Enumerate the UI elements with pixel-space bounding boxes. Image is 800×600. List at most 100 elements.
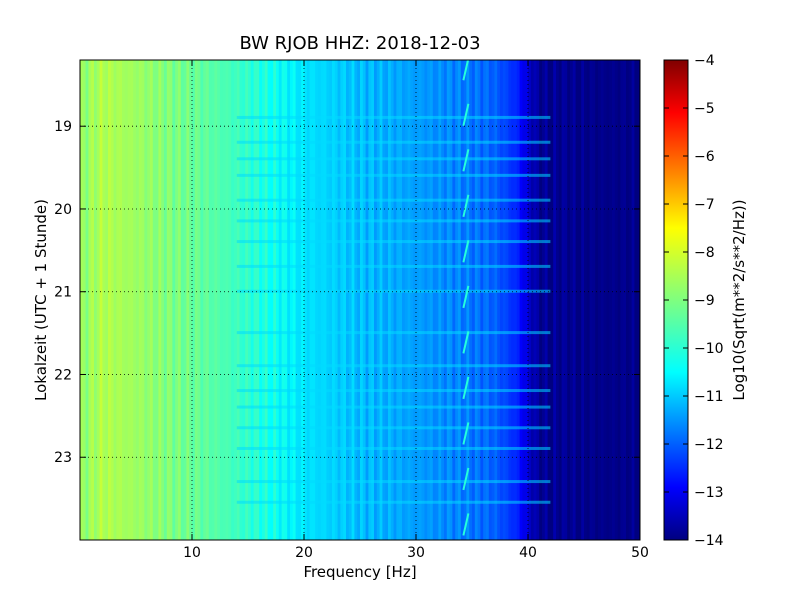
heat-column xyxy=(318,60,322,540)
heat-column xyxy=(446,60,451,540)
heat-column xyxy=(430,60,434,540)
heat-column xyxy=(175,60,179,540)
heat-column xyxy=(393,60,397,540)
event-stripe xyxy=(236,157,551,161)
heat-column xyxy=(592,60,596,540)
heat-column xyxy=(634,60,638,540)
heat-column xyxy=(340,60,344,540)
heat-column xyxy=(407,60,411,540)
heat-column xyxy=(183,60,187,540)
heat-column xyxy=(581,60,585,540)
heat-column xyxy=(301,60,305,540)
event-stripe xyxy=(236,115,551,119)
heat-column xyxy=(306,60,311,540)
heat-column xyxy=(186,60,190,540)
heat-column xyxy=(312,60,316,540)
heat-column xyxy=(374,60,378,540)
heat-column xyxy=(390,60,395,540)
narrowband-mark xyxy=(462,149,470,172)
heat-column xyxy=(354,60,358,540)
heat-column xyxy=(600,60,605,540)
event-stripe xyxy=(236,331,551,335)
heat-column xyxy=(284,60,288,540)
heat-column xyxy=(505,60,509,540)
event-stripe xyxy=(236,264,551,268)
heat-column xyxy=(427,60,431,540)
heat-column xyxy=(441,60,445,540)
heat-column xyxy=(486,60,490,540)
heat-column xyxy=(418,60,423,540)
heat-column xyxy=(225,60,229,540)
colorbar-tick-label: −10 xyxy=(694,341,724,357)
heat-column xyxy=(396,60,400,540)
heat-column xyxy=(413,60,417,540)
heat-column xyxy=(589,60,593,540)
heat-column xyxy=(250,60,255,540)
y-tick-label: 22 xyxy=(54,367,72,383)
plot-frame xyxy=(79,59,641,541)
heat-column xyxy=(256,60,260,540)
heat-column xyxy=(536,60,540,540)
y-tick-label: 23 xyxy=(54,450,72,466)
heat-column xyxy=(533,60,537,540)
heat-column xyxy=(438,60,442,540)
heat-column xyxy=(292,60,297,540)
heat-column xyxy=(96,60,101,540)
heat-column xyxy=(424,60,428,540)
heat-column xyxy=(105,60,109,540)
heat-column xyxy=(264,60,269,540)
heat-column xyxy=(102,60,106,540)
heat-column xyxy=(388,60,392,540)
heat-column xyxy=(449,60,453,540)
heat-column xyxy=(214,60,218,540)
heat-column xyxy=(631,60,635,540)
event-stripe xyxy=(236,364,551,368)
heat-column xyxy=(402,60,406,540)
heat-column xyxy=(410,60,414,540)
heat-column xyxy=(360,60,364,540)
heat-column xyxy=(567,60,571,540)
heat-column xyxy=(155,60,159,540)
heat-column xyxy=(617,60,621,540)
heat-column xyxy=(494,60,498,540)
heat-column xyxy=(365,60,369,540)
heat-column xyxy=(222,60,227,540)
heat-column xyxy=(88,60,92,540)
heat-column xyxy=(309,60,313,540)
heat-column xyxy=(598,60,602,540)
heat-column xyxy=(502,60,507,540)
heat-column xyxy=(623,60,627,540)
event-stripe xyxy=(236,140,551,144)
heat-column xyxy=(122,60,126,540)
narrowband-mark xyxy=(462,194,470,218)
x-tick-label: 20 xyxy=(295,545,313,561)
heat-column xyxy=(497,60,501,540)
narrowband-mark xyxy=(462,285,470,309)
event-stripe xyxy=(236,500,551,504)
heat-column xyxy=(326,60,330,540)
heat-column xyxy=(304,60,308,540)
y-tick-label: 19 xyxy=(54,119,72,135)
event-stripe xyxy=(236,389,551,393)
heat-column xyxy=(570,60,574,540)
heat-column xyxy=(172,60,176,540)
heat-column xyxy=(472,60,476,540)
heat-column xyxy=(334,60,339,540)
heat-column xyxy=(603,60,607,540)
heat-column xyxy=(421,60,425,540)
heat-column xyxy=(239,60,243,540)
heat-column xyxy=(228,60,232,540)
heat-column xyxy=(197,60,201,540)
heat-column xyxy=(371,60,375,540)
heat-column xyxy=(561,60,565,540)
y-tick-label: 21 xyxy=(54,285,72,301)
heat-column xyxy=(346,60,350,540)
heat-column xyxy=(376,60,381,540)
heat-column xyxy=(298,60,302,540)
heat-column xyxy=(508,60,512,540)
narrowband-mark xyxy=(462,422,470,445)
heat-column xyxy=(200,60,204,540)
heat-column xyxy=(416,60,420,540)
heat-column xyxy=(194,60,199,540)
